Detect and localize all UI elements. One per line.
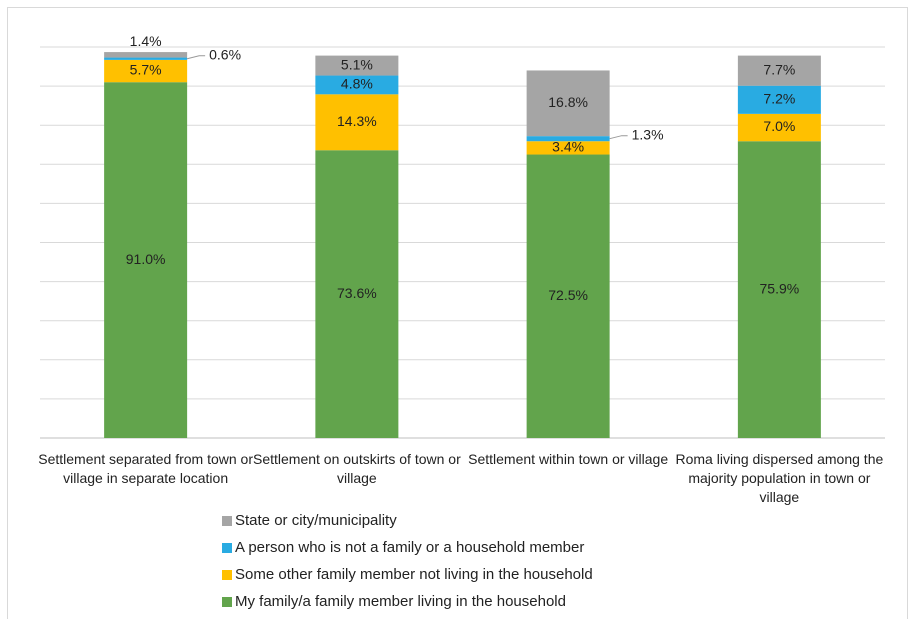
bar-segment [526,70,610,137]
data-label: 4.8% [341,76,373,92]
bar-segment [104,82,188,438]
data-label: 3.4% [552,139,584,155]
data-label: 5.1% [341,56,373,72]
x-tick-label: Roma living dispersed among the majority… [675,451,884,505]
bar-segment [315,150,399,438]
data-label: 1.3% [632,126,664,142]
legend-label: Some other family member not living in t… [235,566,593,583]
bar-segment [737,141,821,438]
bar-segment [737,85,821,114]
legend-marker [222,543,232,553]
bar-segment [737,55,821,86]
data-label: 7.7% [763,61,795,77]
legend-label: A person who is not a family or a househ… [235,539,584,556]
x-tick-label: Settlement within town or village [468,451,669,467]
legend-label: My family/a family member living in the … [235,593,566,610]
data-label: 1.4% [130,33,162,49]
bar-segment [526,136,610,142]
bar-segment [315,94,399,151]
data-label: 73.6% [337,285,377,301]
leader-line [187,55,206,60]
bar-segment [526,154,610,438]
data-label: 16.8% [548,94,588,110]
data-label: 0.6% [209,46,241,62]
leader-line [609,135,628,140]
bar-segment [104,57,188,60]
data-label: 14.3% [337,113,377,129]
bar-segment [315,75,399,95]
bar-segment [737,113,821,142]
data-label: 7.2% [763,90,795,106]
data-label: 5.7% [130,62,162,78]
data-label: 72.5% [548,287,588,303]
bar-segment [315,55,399,76]
legend-marker [222,597,232,607]
legend-marker [222,570,232,580]
legend-label: State or city/municipality [235,512,397,529]
legend-marker [222,516,232,526]
data-label: 91.0% [126,251,166,267]
chart-border [7,7,908,619]
x-tick-label: Settlement separated from town or villag… [38,451,254,486]
data-label: 75.9% [760,280,800,296]
bar-segment [526,141,610,155]
bar-segment [104,52,188,58]
x-tick-label: Settlement on outskirts of town or villa… [252,451,461,486]
data-label: 7.0% [763,118,795,134]
bar-segment [104,59,188,83]
